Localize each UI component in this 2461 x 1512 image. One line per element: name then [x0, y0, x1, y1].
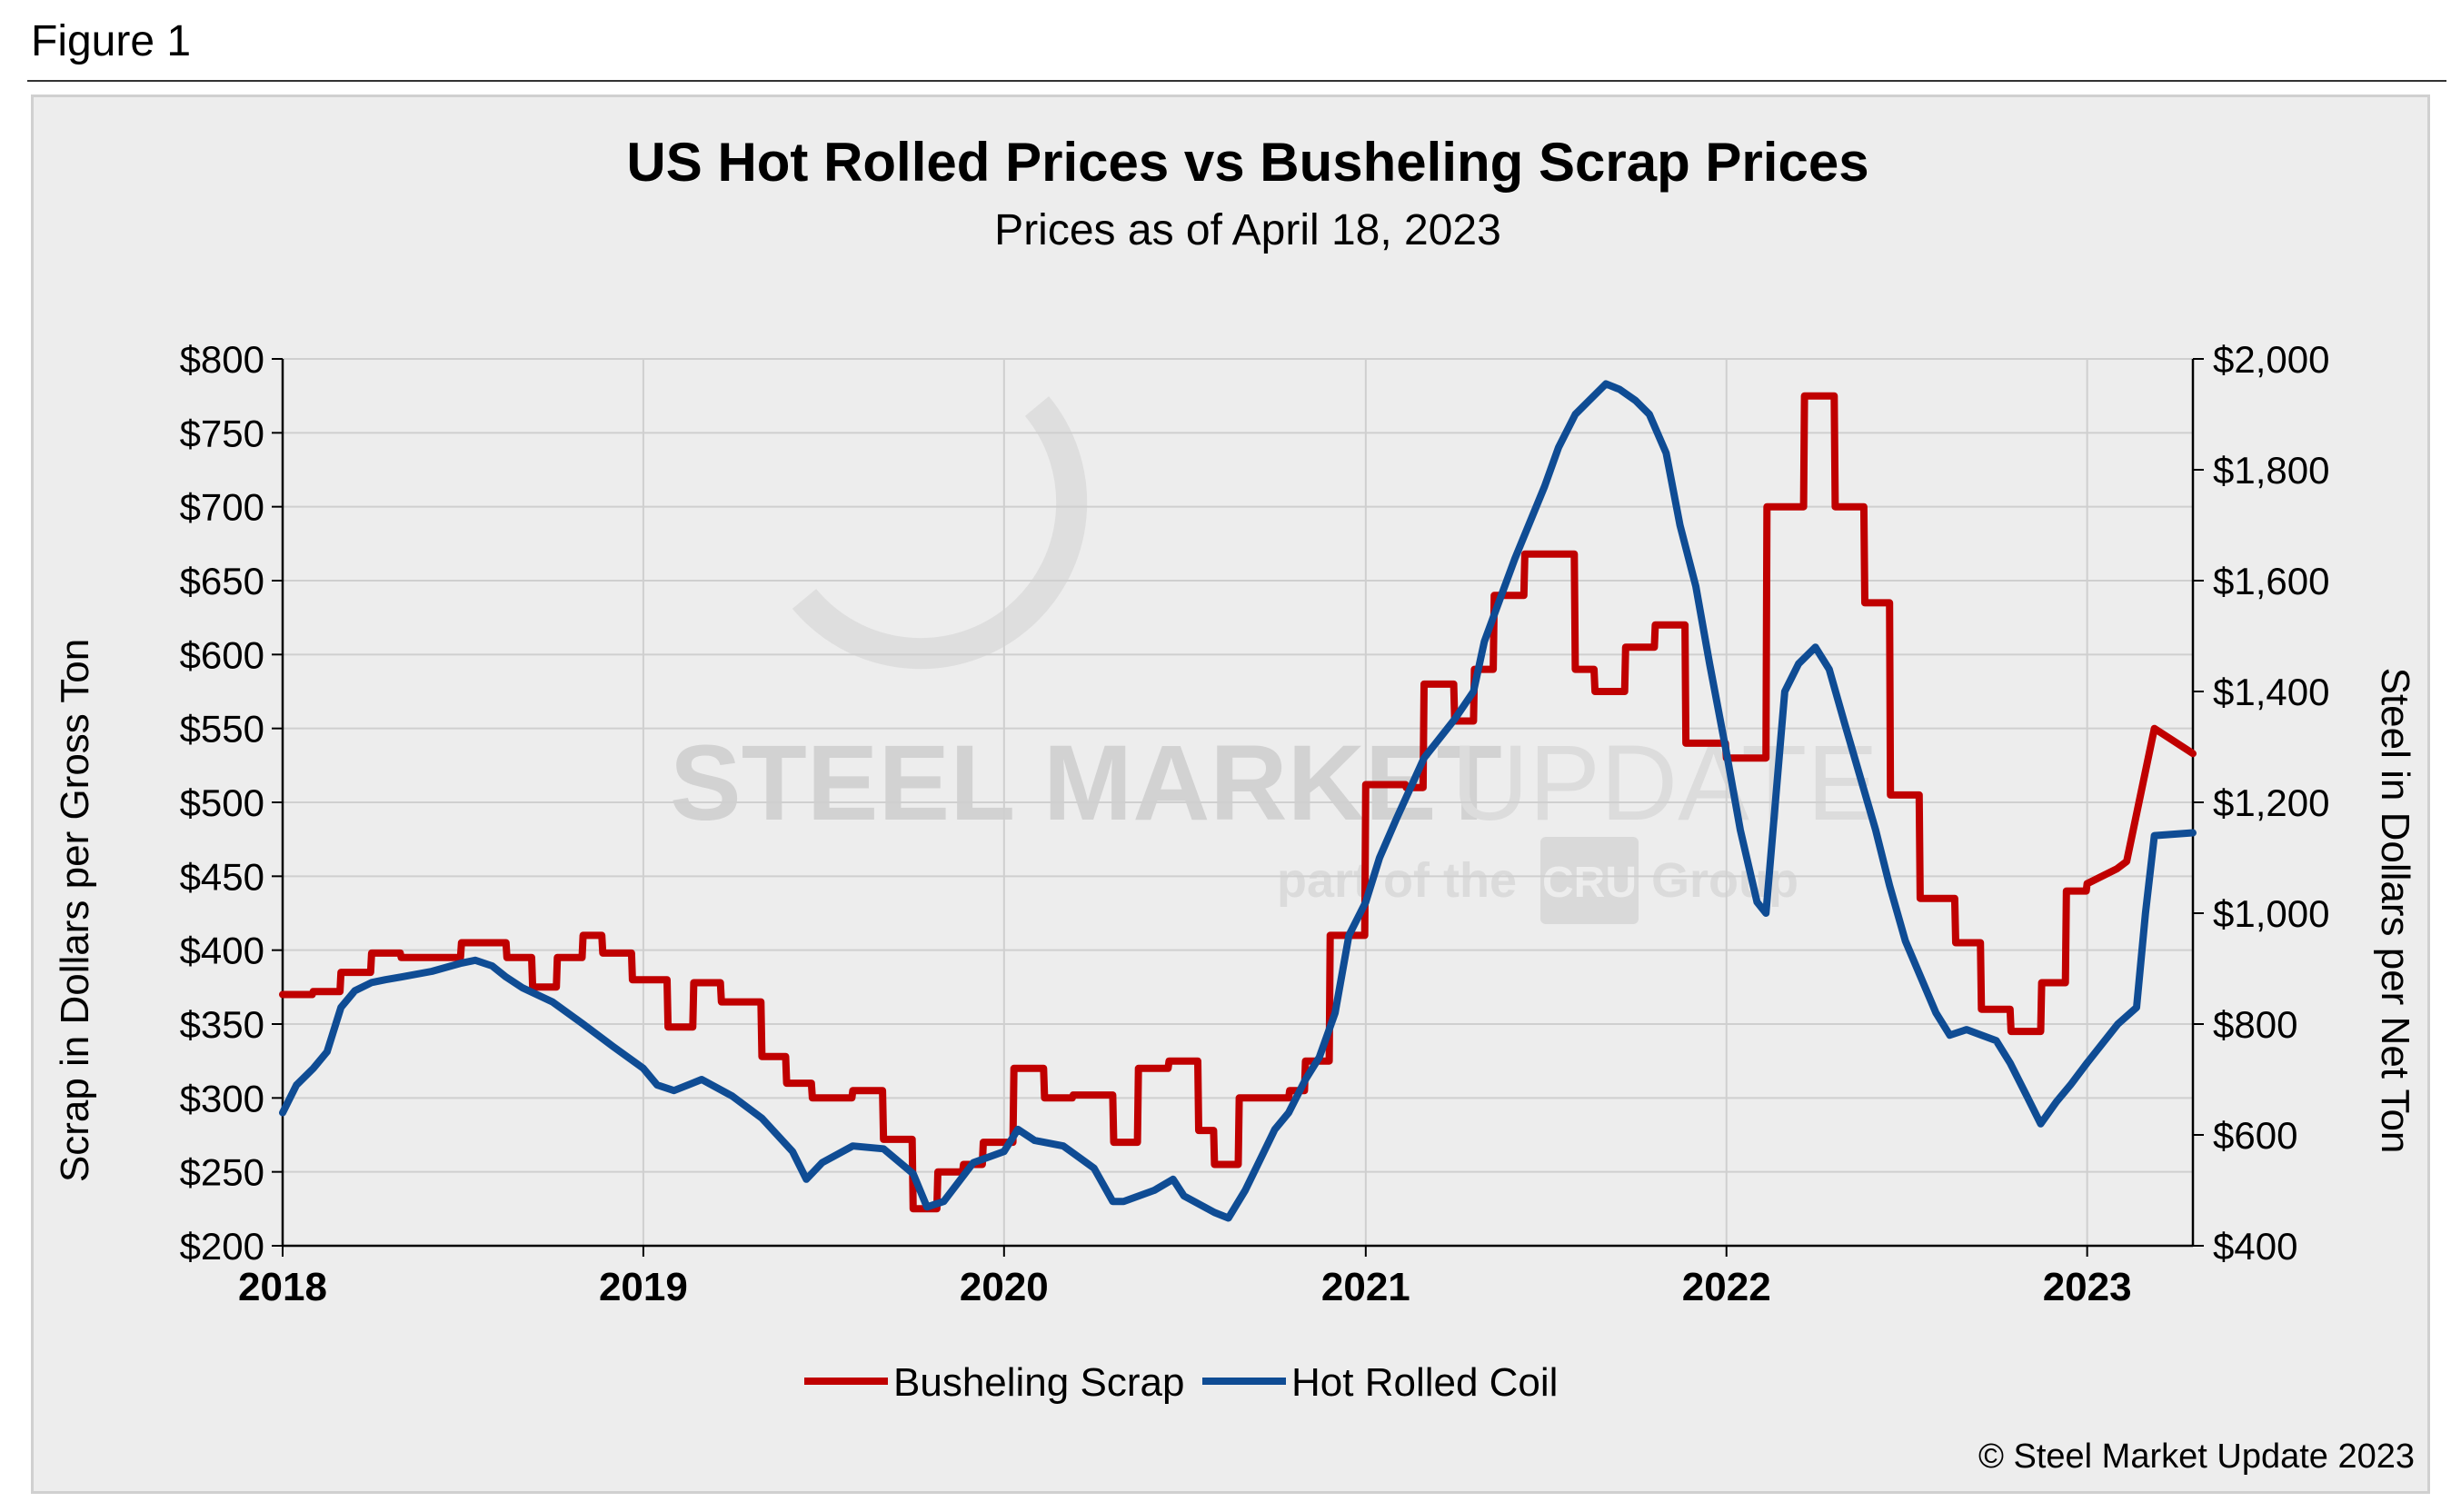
figure-divider	[27, 80, 2446, 82]
y-right-tick-label: $1,600	[2213, 560, 2329, 602]
watermark-cru-logo-icon	[1540, 837, 1639, 924]
figure-label: Figure 1	[31, 17, 192, 65]
watermark-brand-light: UPDATE	[1451, 723, 1878, 843]
watermark: STEEL MARKET UPDATE part of the CRU Grou…	[670, 396, 1878, 924]
y-axis-left-title: Scrap in Dollars per Gross Ton	[53, 639, 97, 1182]
x-tick-label: 2022	[1682, 1265, 1771, 1309]
y-left-tick-label: $400	[180, 930, 264, 972]
y-left-tick-label: $700	[180, 486, 264, 529]
series-hot-rolled-coil	[279, 380, 2197, 1222]
busheling-scrap-line	[279, 392, 2197, 1213]
chart-title: US Hot Rolled Prices vs Busheling Scrap …	[626, 132, 1868, 193]
y-left-tick-label: $250	[180, 1151, 264, 1194]
x-tick-label: 2020	[960, 1265, 1049, 1309]
y-right-tick-label: $600	[2213, 1114, 2297, 1157]
copyright-note: © Steel Market Update 2023	[1978, 1437, 2415, 1476]
y-left-tick-label: $650	[180, 560, 264, 602]
y-left-tick-label: $600	[180, 633, 264, 676]
y-left-tick-label: $350	[180, 1003, 264, 1046]
y-left-tick-label: $300	[180, 1077, 264, 1119]
y-left-tick-label: $200	[180, 1225, 264, 1268]
x-tick-label: 2023	[2043, 1265, 2132, 1309]
legend-hrc-label: Hot Rolled Coil	[1291, 1360, 1558, 1405]
y-right-tick-label: $1,800	[2213, 449, 2329, 492]
watermark-tag-post: Group	[1651, 853, 1798, 908]
y-left-tick-label: $750	[180, 412, 264, 454]
watermark-tag-logo: CRU	[1542, 859, 1637, 907]
chart-subtitle: Prices as of April 18, 2023	[994, 206, 1501, 254]
legend-busheling-label: Busheling Scrap	[893, 1360, 1184, 1405]
x-tick-label: 2018	[238, 1265, 327, 1309]
y-left-tick-label: $800	[180, 338, 264, 381]
axes: $200 $250 $300 $350 $400 $450 $500 $550 $600 $650…	[180, 338, 2330, 1309]
y-left-tick-label: $550	[180, 708, 264, 751]
y-right-tick-label: $800	[2213, 1003, 2297, 1046]
y-axis-right-title: Steel in Dollars per Net Ton	[2373, 668, 2417, 1154]
watermark-swoosh-icon	[792, 396, 1088, 670]
y-right-tick-label: $2,000	[2213, 338, 2329, 381]
y-right-tick-label: $1,400	[2213, 671, 2329, 713]
watermark-tag-pre: part of the	[1277, 853, 1517, 908]
y-right-tick-label: $400	[2213, 1225, 2297, 1268]
y-left-tick-label: $450	[180, 855, 264, 898]
y-right-tick-label: $1,000	[2213, 892, 2329, 935]
series-busheling-scrap	[279, 392, 2197, 1213]
chart-svg: US Hot Rolled Prices vs Busheling Scrap …	[53, 132, 2417, 1476]
chart-panel: US Hot Rolled Prices vs Busheling Scrap …	[31, 94, 2430, 1494]
x-tick-label: 2021	[1321, 1265, 1410, 1309]
legend: Busheling Scrap Hot Rolled Coil	[804, 1360, 1558, 1405]
x-tick-label: 2019	[599, 1265, 688, 1309]
y-left-tick-label: $500	[180, 781, 264, 824]
hot-rolled-coil-line	[279, 380, 2197, 1222]
y-right-tick-label: $1,200	[2213, 781, 2329, 824]
